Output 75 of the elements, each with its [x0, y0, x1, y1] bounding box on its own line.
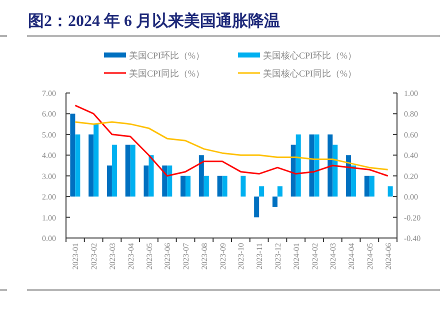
chart-title: 图2：2024 年 6 月以来美国通胀降温 [28, 11, 280, 30]
y-tick-label: 3.00 [42, 172, 56, 181]
legend-label: 美国核心CPI环比（%） [263, 50, 357, 60]
x-tick-label: 2024-04 [347, 243, 356, 270]
bar [272, 196, 278, 207]
bar [254, 196, 260, 218]
bar [346, 155, 352, 197]
bar [277, 186, 282, 197]
x-tick-label: 2024-01 [292, 243, 301, 270]
y-tick-label: 2.00 [42, 192, 56, 202]
bar [309, 134, 314, 197]
bar [112, 144, 117, 197]
x-tick-label: 2023-06 [163, 243, 172, 270]
y2-tick-label: 0.00 [404, 192, 418, 202]
x-tick-label: 2023-08 [200, 243, 209, 270]
y2-tick-label: 0.60 [404, 130, 418, 140]
bar [296, 134, 301, 197]
bar [125, 144, 130, 197]
bar [369, 176, 374, 197]
bar [94, 124, 99, 197]
bar [180, 176, 186, 197]
y2-tick-label: 1.00 [404, 89, 418, 98]
bar [186, 176, 191, 197]
bar [144, 166, 149, 197]
bar [167, 166, 172, 197]
y-tick-label: 1.00 [42, 213, 56, 222]
x-tick-label: 2023-03 [108, 243, 117, 270]
bar [217, 176, 222, 197]
y2-tick-label: 0.40 [404, 151, 418, 160]
y-tick-label: 7.00 [42, 89, 56, 98]
x-tick-label: 2023-09 [218, 243, 228, 270]
bar [388, 186, 393, 197]
bar [222, 176, 228, 197]
bar [314, 134, 320, 197]
bar [364, 176, 370, 197]
bar [240, 176, 246, 197]
bar [130, 144, 136, 197]
bar [162, 166, 168, 197]
x-tick-label: 2023-11 [255, 243, 264, 270]
legend-label: 美国CPI环比（%） [129, 50, 205, 60]
bar [290, 144, 296, 197]
legend-label: 美国核心CPI同比（%） [263, 68, 357, 78]
bar [70, 114, 76, 197]
line-series [74, 121, 389, 170]
x-tick-label: 2023-07 [182, 243, 191, 270]
bar [259, 186, 264, 197]
bar [88, 134, 94, 197]
y-tick-label: 5.00 [42, 130, 56, 140]
y2-tick-label: -0.40 [404, 234, 421, 243]
bar [148, 155, 154, 197]
x-tick-label: 2023-10 [236, 243, 246, 270]
bar [328, 134, 333, 197]
x-tick-label: 2024-03 [328, 243, 338, 270]
y-tick-label: 4.00 [42, 151, 56, 160]
bar [75, 134, 80, 197]
x-tick-label: 2024-02 [310, 243, 320, 270]
x-tick-label: 2023-12 [273, 243, 282, 270]
x-tick-label: 2023-05 [144, 243, 154, 270]
line-series [74, 104, 389, 177]
legend-label: 美国CPI同比（%） [129, 68, 205, 78]
y2-tick-label: -0.20 [404, 213, 421, 222]
bar [198, 155, 204, 197]
bar [332, 144, 338, 197]
y2-tick-label: 0.20 [404, 172, 418, 181]
y-tick-label: 6.00 [42, 110, 56, 119]
bar [204, 176, 209, 197]
x-tick-label: 2023-01 [71, 243, 80, 270]
bar [351, 166, 356, 197]
y-tick-label: 0.00 [42, 234, 56, 243]
x-tick-label: 2023-02 [90, 243, 99, 270]
y2-tick-label: 0.80 [404, 110, 418, 119]
x-tick-label: 2023-04 [126, 243, 136, 270]
x-tick-label: 2024-06 [384, 243, 393, 270]
bar [106, 166, 112, 197]
x-tick-label: 2024-05 [365, 243, 374, 270]
